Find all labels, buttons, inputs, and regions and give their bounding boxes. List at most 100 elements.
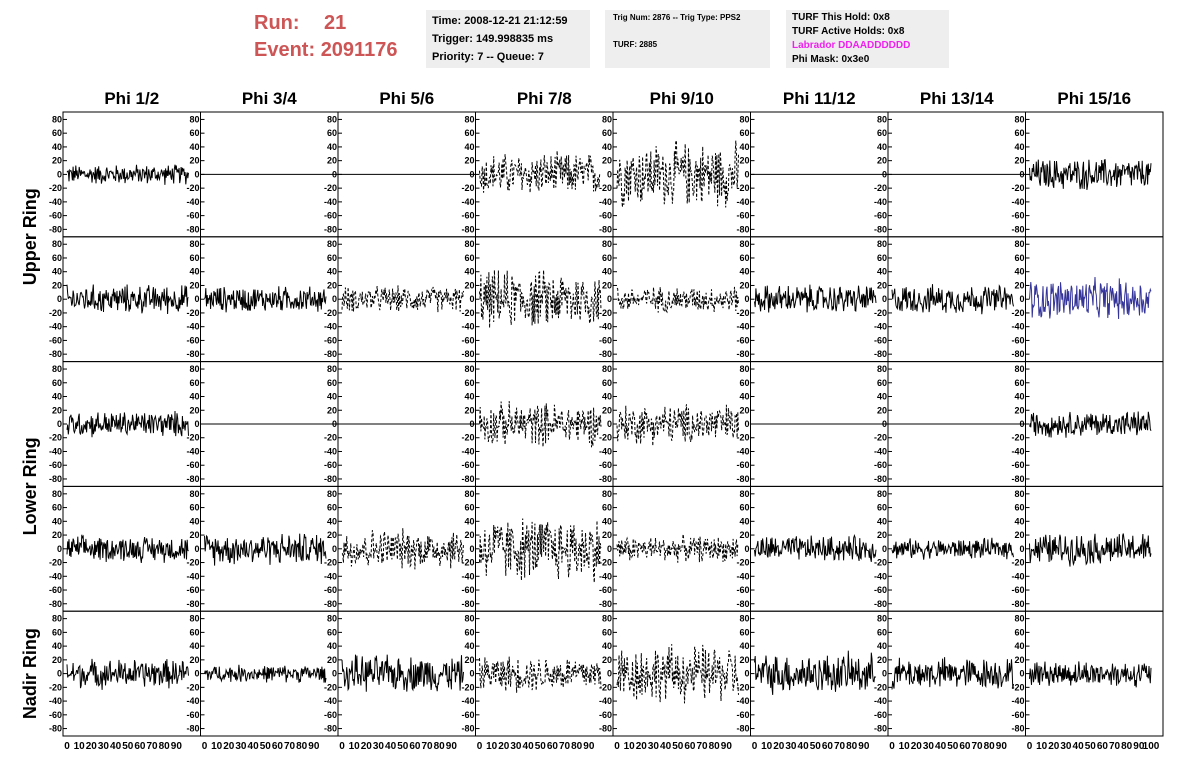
y-tick-label: -20 <box>599 558 612 568</box>
x-tick-label: 70 <box>284 741 296 752</box>
y-tick-label: 60 <box>52 627 62 637</box>
y-tick-label: 40 <box>189 392 199 402</box>
y-tick-label: -20 <box>599 308 612 318</box>
y-tick-label: 40 <box>52 142 62 152</box>
y-tick-label: -60 <box>186 585 199 595</box>
y-tick-label: 40 <box>464 267 474 277</box>
y-tick-label: 0 <box>744 669 749 679</box>
x-tick-label: 0 <box>339 741 345 752</box>
y-tick-label: 80 <box>877 114 887 124</box>
waveform-trace <box>1029 661 1152 688</box>
waveform-trace <box>616 534 739 563</box>
y-tick-label: -40 <box>186 197 199 207</box>
y-tick-label: 0 <box>332 419 337 429</box>
y-tick-label: 60 <box>739 253 749 263</box>
x-tick-label: 40 <box>248 741 260 752</box>
y-tick-label: -20 <box>49 308 62 318</box>
y-tick-label: 40 <box>1014 142 1024 152</box>
y-tick-label: -40 <box>874 197 887 207</box>
y-tick-label: 80 <box>602 614 612 624</box>
y-tick-label: -20 <box>49 682 62 692</box>
y-tick-label: 0 <box>1019 669 1024 679</box>
y-tick-label: -20 <box>186 183 199 193</box>
y-tick-label: -60 <box>49 211 62 221</box>
y-tick-label: -80 <box>324 599 337 609</box>
y-tick-label: -40 <box>1011 571 1024 581</box>
y-tick-label: 0 <box>607 169 612 179</box>
x-tick-label: 30 <box>648 741 660 752</box>
y-tick-label: -40 <box>874 571 887 581</box>
y-tick-label: 20 <box>464 280 474 290</box>
x-tick-label: 90 <box>1133 741 1145 752</box>
y-tick-label: 0 <box>194 669 199 679</box>
x-tick-label: 20 <box>773 741 785 752</box>
x-tick-label: 90 <box>996 741 1008 752</box>
x-tick-label: 10 <box>1036 741 1048 752</box>
event-value: 2091176 <box>320 39 398 61</box>
x-tick-label: 40 <box>660 741 672 752</box>
y-tick-label: 0 <box>332 544 337 554</box>
y-tick-label: 60 <box>327 128 337 138</box>
y-tick-label: -20 <box>49 433 62 443</box>
x-tick-label: 90 <box>171 741 183 752</box>
y-tick-label: 40 <box>602 641 612 651</box>
y-tick-label: -20 <box>49 183 62 193</box>
y-tick-label: 0 <box>1019 544 1024 554</box>
waveform-trace <box>754 650 877 695</box>
y-tick-label: 80 <box>877 614 887 624</box>
y-tick-label: -80 <box>49 599 62 609</box>
y-tick-label: -20 <box>461 308 474 318</box>
ring-label: Nadir Ring <box>20 628 40 719</box>
x-tick-label: 70 <box>971 741 983 752</box>
y-tick-label: 80 <box>602 239 612 249</box>
y-tick-label: -20 <box>186 308 199 318</box>
waveform-trace <box>341 285 464 313</box>
column-title: Phi 3/4 <box>242 89 297 108</box>
y-tick-label: -80 <box>49 349 62 359</box>
y-tick-label: 60 <box>464 503 474 513</box>
y-tick-label: 40 <box>52 516 62 526</box>
x-tick-label: 50 <box>397 741 409 752</box>
y-tick-label: 20 <box>327 405 337 415</box>
y-tick-label: -80 <box>736 599 749 609</box>
y-tick-label: -40 <box>874 696 887 706</box>
y-tick-label: 80 <box>52 489 62 499</box>
y-tick-label: 0 <box>744 169 749 179</box>
y-tick-label: 80 <box>1014 239 1024 249</box>
waveform-trace <box>754 534 877 562</box>
y-tick-label: 80 <box>464 614 474 624</box>
y-tick-label: -20 <box>186 558 199 568</box>
y-tick-label: 40 <box>739 516 749 526</box>
y-tick-label: -40 <box>599 571 612 581</box>
y-tick-label: 80 <box>602 364 612 374</box>
y-tick-label: 40 <box>327 392 337 402</box>
y-tick-label: -60 <box>599 585 612 595</box>
y-tick-label: 60 <box>464 627 474 637</box>
y-tick-label: -20 <box>1011 558 1024 568</box>
y-tick-label: -80 <box>461 224 474 234</box>
y-tick-label: 20 <box>739 405 749 415</box>
waveform-trace <box>66 164 189 185</box>
x-tick-label: 80 <box>571 741 583 752</box>
y-tick-label: 20 <box>877 405 887 415</box>
y-tick-label: 60 <box>877 128 887 138</box>
y-tick-label: -20 <box>874 308 887 318</box>
column-title: Phi 13/14 <box>920 89 994 108</box>
y-tick-label: 60 <box>602 627 612 637</box>
y-tick-label: 20 <box>739 530 749 540</box>
x-tick-label: 60 <box>684 741 696 752</box>
y-tick-label: -60 <box>186 710 199 720</box>
y-tick-label: 0 <box>1019 419 1024 429</box>
y-tick-label: 0 <box>57 544 62 554</box>
y-tick-label: 20 <box>189 530 199 540</box>
y-tick-label: 0 <box>469 169 474 179</box>
turf-info-box: TURF This Hold: 0x8 TURF Active Holds: 0… <box>786 10 949 68</box>
y-tick-label: -20 <box>324 308 337 318</box>
y-tick-label: 40 <box>1014 641 1024 651</box>
y-tick-label: -80 <box>461 599 474 609</box>
y-tick-label: -80 <box>186 599 199 609</box>
waveform-trace <box>479 150 602 193</box>
y-tick-label: 0 <box>194 169 199 179</box>
y-tick-label: -60 <box>736 211 749 221</box>
y-tick-label: 0 <box>57 419 62 429</box>
